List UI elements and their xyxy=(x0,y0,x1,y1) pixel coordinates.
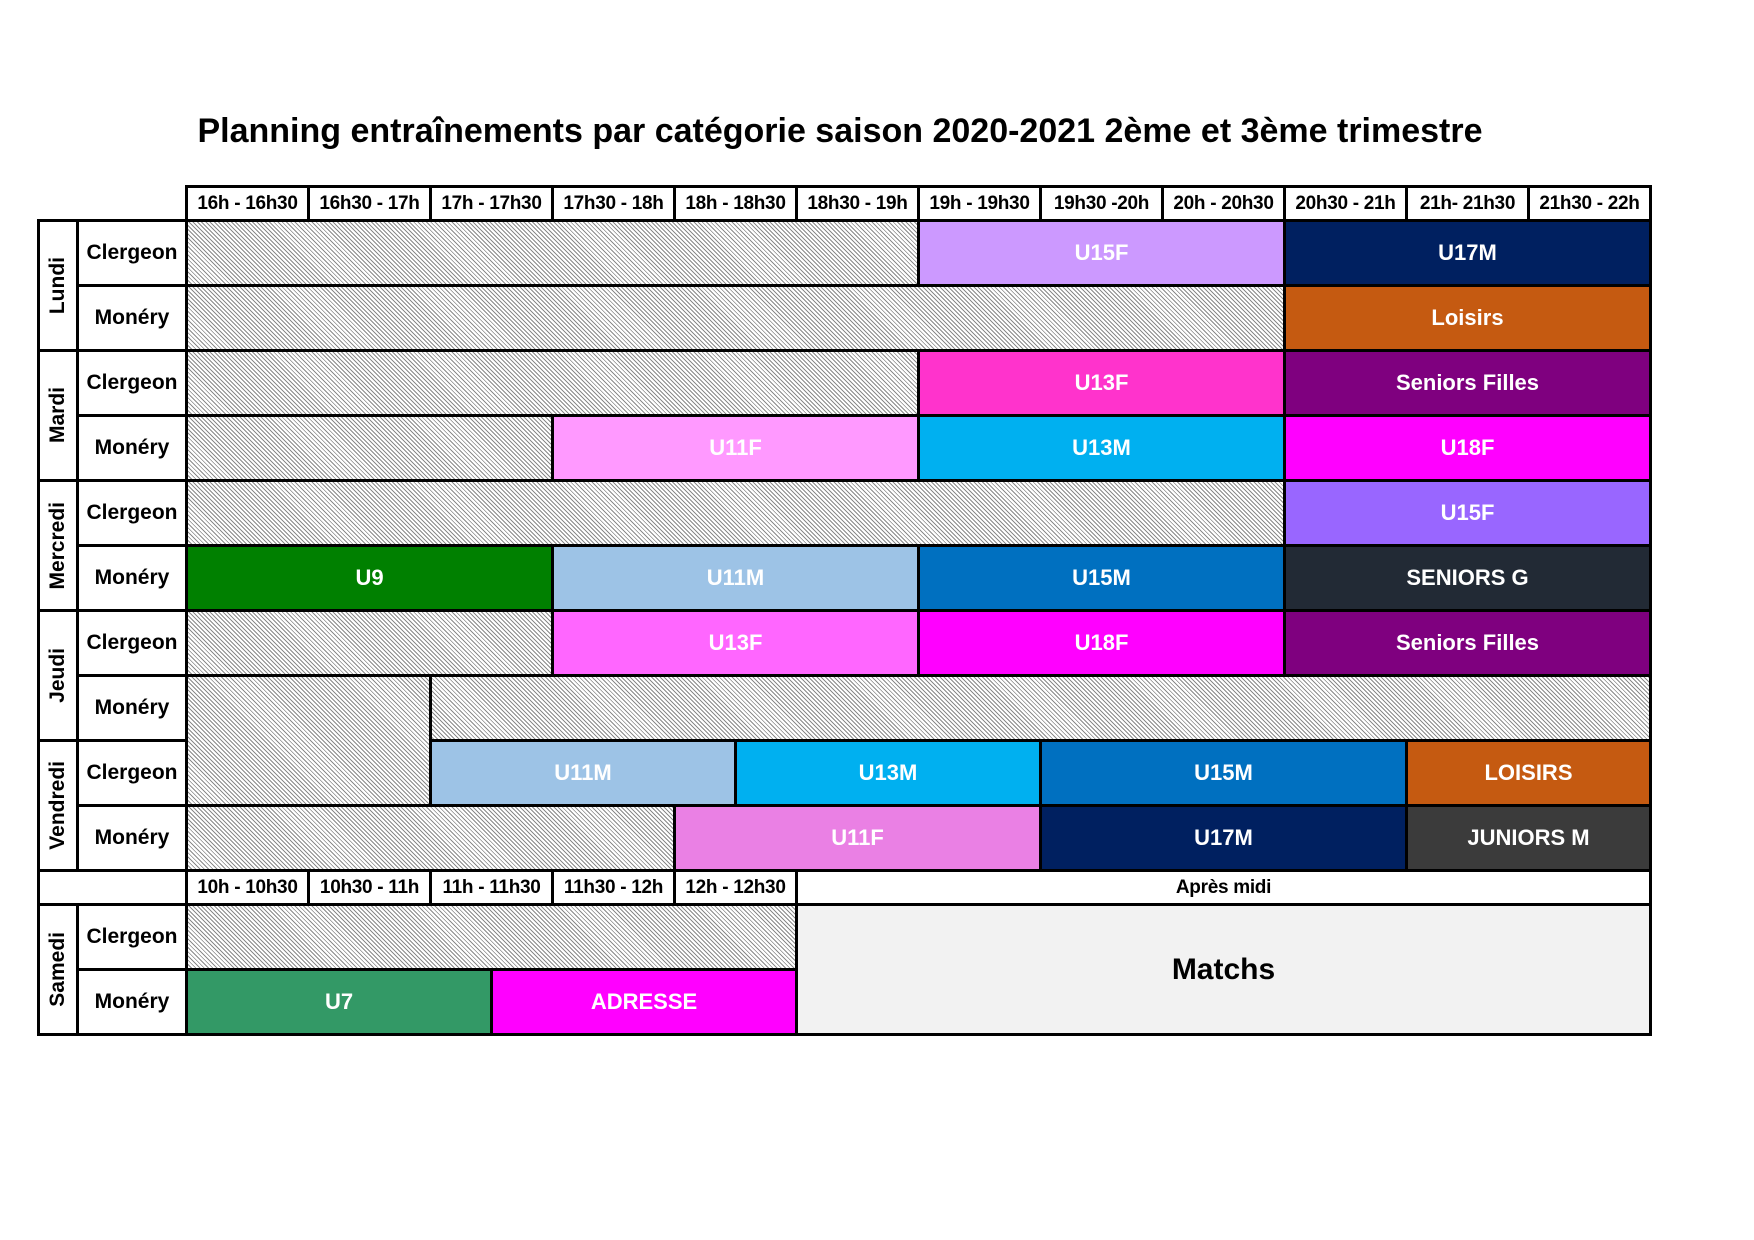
day-label: Samedi xyxy=(37,903,79,1036)
day-label-text: Mercredi xyxy=(46,501,69,590)
saturday-header-blank xyxy=(37,869,188,906)
venue-label: Monéry xyxy=(76,804,188,872)
no-session-area xyxy=(185,674,432,807)
day-label: Mardi xyxy=(37,349,79,482)
training-session: U18F xyxy=(1283,414,1652,482)
training-session: U13F xyxy=(551,609,920,677)
training-session: Loisirs xyxy=(1283,284,1652,352)
training-session: U15M xyxy=(917,544,1286,612)
training-session: ADRESSE xyxy=(490,968,798,1036)
day-label: Mercredi xyxy=(37,479,79,612)
time-slot-header: 16h30 - 17h xyxy=(307,185,432,222)
venue-label: Clergeon xyxy=(76,609,188,677)
day-label-text: Vendredi xyxy=(46,761,69,850)
venue-label: Clergeon xyxy=(76,349,188,417)
venue-label: Monéry xyxy=(76,284,188,352)
time-slot-header: 17h - 17h30 xyxy=(429,185,554,222)
time-slot-header: 11h - 11h30 xyxy=(429,869,554,906)
time-slot-header: 21h30 - 22h xyxy=(1527,185,1652,222)
training-session: JUNIORS M xyxy=(1405,804,1652,872)
time-slot-header: 16h - 16h30 xyxy=(185,185,310,222)
venue-label: Monéry xyxy=(76,674,188,742)
training-session: U18F xyxy=(917,609,1286,677)
time-slot-header: 19h30 -20h xyxy=(1039,185,1164,222)
no-session-area xyxy=(185,804,676,872)
training-session: U11F xyxy=(551,414,920,482)
no-session-area xyxy=(185,414,554,482)
time-slot-header: 19h - 19h30 xyxy=(917,185,1042,222)
time-slot-header: 20h30 - 21h xyxy=(1283,185,1408,222)
training-session: U7 xyxy=(185,968,493,1036)
venue-label: Clergeon xyxy=(76,479,188,547)
time-slot-header: 18h - 18h30 xyxy=(673,185,798,222)
training-session: U15F xyxy=(1283,479,1652,547)
venue-label: Clergeon xyxy=(76,219,188,287)
no-session-area xyxy=(185,219,920,287)
no-session-area xyxy=(185,349,920,417)
training-session: U11M xyxy=(429,739,737,807)
training-session: Seniors Filles xyxy=(1283,609,1652,677)
no-session-area xyxy=(185,284,1286,352)
no-session-area xyxy=(185,903,798,971)
no-session-area xyxy=(185,479,1286,547)
day-label-text: Lundi xyxy=(46,256,69,315)
venue-label: Monéry xyxy=(76,414,188,482)
day-label-text: Samedi xyxy=(46,932,69,1007)
day-label: Jeudi xyxy=(37,609,79,742)
time-slot-header: 12h - 12h30 xyxy=(673,869,798,906)
time-slot-header: 11h30 - 12h xyxy=(551,869,676,906)
training-session: U11M xyxy=(551,544,920,612)
page-title: Planning entraînements par catégorie sai… xyxy=(197,112,1483,150)
day-label-text: Jeudi xyxy=(46,648,69,703)
training-session: U9 xyxy=(185,544,554,612)
training-session: U15F xyxy=(917,219,1286,287)
no-session-area xyxy=(185,609,554,677)
training-session: U17M xyxy=(1283,219,1652,287)
training-session: U11F xyxy=(673,804,1042,872)
time-slot-header: 10h - 10h30 xyxy=(185,869,310,906)
training-session: Seniors Filles xyxy=(1283,349,1652,417)
time-slot-header: 17h30 - 18h xyxy=(551,185,676,222)
training-session: U13F xyxy=(917,349,1286,417)
time-slot-header: 20h - 20h30 xyxy=(1161,185,1286,222)
venue-label: Clergeon xyxy=(76,739,188,807)
afternoon-header: Après midi xyxy=(795,869,1652,906)
training-session: U15M xyxy=(1039,739,1408,807)
venue-label: Monéry xyxy=(76,544,188,612)
training-session: SENIORS G xyxy=(1283,544,1652,612)
day-label-text: Mardi xyxy=(46,387,69,444)
matchs-block: Matchs xyxy=(795,903,1652,1036)
venue-label: Monéry xyxy=(76,968,188,1036)
time-slot-header: 10h30 - 11h xyxy=(307,869,432,906)
training-session: U13M xyxy=(917,414,1286,482)
time-slot-header: 18h30 - 19h xyxy=(795,185,920,222)
training-session: U17M xyxy=(1039,804,1408,872)
venue-label: Clergeon xyxy=(76,903,188,971)
day-label: Lundi xyxy=(37,219,79,352)
training-session: U13M xyxy=(734,739,1042,807)
time-slot-header: 21h- 21h30 xyxy=(1405,185,1530,222)
day-label: Vendredi xyxy=(37,739,79,872)
training-session: LOISIRS xyxy=(1405,739,1652,807)
